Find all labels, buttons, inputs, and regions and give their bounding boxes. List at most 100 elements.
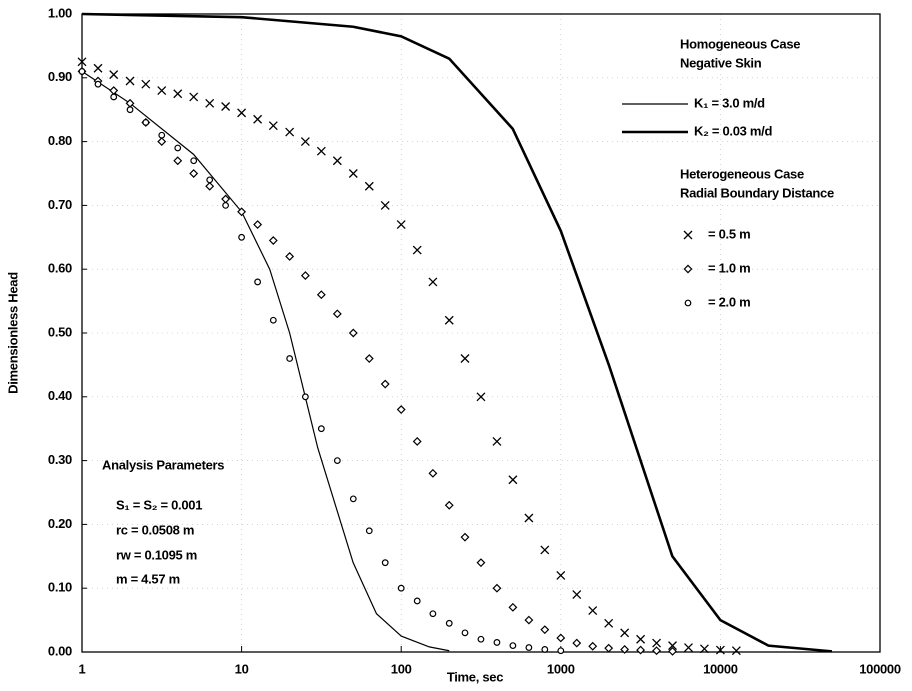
marker-circle	[349, 495, 357, 503]
marker-diamond	[668, 646, 677, 656]
marker-circle	[381, 559, 389, 567]
marker-cross	[572, 590, 582, 600]
marker-diamond	[316, 290, 326, 300]
y-axis-label: Dimensionless Head	[5, 272, 20, 394]
marker-diamond	[556, 633, 566, 643]
marker-circle	[94, 80, 102, 88]
marker-diamond	[444, 500, 454, 510]
marker-diamond	[636, 645, 646, 655]
marker-circle	[206, 176, 214, 184]
marker-cross	[476, 392, 486, 402]
marker-cross	[492, 437, 502, 446]
marker-cross	[253, 114, 263, 124]
y-tick-label: 0.60	[48, 261, 72, 276]
marker-circle	[445, 619, 453, 627]
y-tick-label: 0.40	[48, 388, 72, 403]
marker-cross	[364, 181, 374, 191]
series-line	[81, 70, 450, 652]
marker-cross	[412, 245, 422, 255]
marker-circle	[254, 278, 262, 286]
marker-cross	[205, 98, 215, 108]
marker-cross	[540, 545, 550, 555]
marker-diamond	[109, 86, 119, 96]
y-tick-label: 0.20	[48, 516, 72, 531]
legend-swatch	[683, 230, 693, 240]
marker-cross	[316, 146, 326, 156]
marker-cross	[157, 86, 167, 96]
marker-circle	[509, 642, 517, 650]
legend-label: = 0.5 m	[708, 226, 750, 241]
x-tick-label: 1	[79, 661, 86, 676]
marker-diamond	[508, 602, 518, 612]
marker-circle	[365, 527, 373, 535]
marker-circle	[238, 233, 246, 241]
annotation: rw = 0.1095 m	[116, 547, 197, 562]
legend-title: Radial Boundary Distance	[680, 185, 834, 200]
marker-diamond	[524, 615, 534, 625]
marker-cross	[77, 57, 87, 67]
marker-circle	[477, 635, 485, 643]
marker-circle	[557, 647, 565, 655]
marker-diamond	[604, 643, 614, 653]
y-tick-label: 0.30	[48, 452, 72, 467]
marker-cross	[636, 634, 646, 644]
marker-circle	[317, 425, 325, 433]
plot-frame	[81, 13, 881, 653]
y-tick-label: 0.10	[48, 580, 72, 595]
marker-cross	[141, 79, 151, 89]
series-line	[81, 12, 833, 653]
marker-diamond	[492, 583, 502, 593]
marker-cross	[588, 606, 598, 615]
y-tick-label: 0.90	[48, 69, 72, 84]
marker-circle	[190, 157, 198, 165]
x-tick-label: 100	[391, 661, 412, 676]
marker-circle	[333, 457, 341, 465]
marker-circle	[142, 119, 150, 126]
legend-swatch	[684, 299, 692, 307]
y-tick-label: 0.80	[48, 133, 72, 148]
y-tick-label: 0.70	[48, 197, 72, 212]
marker-cross	[332, 156, 342, 166]
marker-cross	[285, 127, 295, 137]
marker-circle	[158, 131, 166, 139]
marker-cross	[684, 643, 693, 652]
marker-circle	[269, 316, 277, 324]
marker-diamond	[588, 641, 598, 651]
legend-swatch	[683, 264, 693, 274]
annotation: m = 4.57 m	[116, 571, 180, 586]
marker-cross	[189, 92, 199, 102]
marker-cross	[556, 570, 566, 580]
marker-circle	[174, 144, 182, 152]
marker-cross	[699, 644, 709, 654]
marker-circle	[222, 201, 230, 209]
marker-circle	[413, 597, 421, 605]
marker-cross	[396, 220, 406, 229]
marker-circle	[110, 93, 118, 101]
marker-circle	[397, 584, 405, 592]
marker-diamond	[476, 558, 486, 568]
marker-diamond	[173, 156, 183, 166]
y-tick-label: 0.50	[48, 324, 72, 339]
marker-diamond	[189, 169, 199, 178]
marker-circle	[429, 610, 437, 618]
marker-cross	[668, 641, 677, 651]
marker-cross	[620, 628, 630, 638]
marker-circle	[493, 639, 501, 646]
legend-label: K₂ = 0.03 m/d	[694, 123, 772, 138]
x-tick-label: 10	[235, 661, 249, 676]
marker-cross	[508, 475, 518, 485]
marker-diamond	[620, 644, 630, 654]
legend-title: Heterogeneous Case	[680, 166, 804, 181]
marker-diamond	[460, 532, 470, 542]
marker-circle	[301, 393, 309, 401]
marker-diamond	[253, 220, 263, 229]
marker-diamond	[572, 638, 582, 648]
marker-cross	[125, 76, 135, 86]
marker-cross	[237, 108, 247, 118]
marker-diamond	[380, 379, 390, 389]
marker-diamond	[285, 251, 295, 261]
marker-circle	[286, 355, 294, 362]
legend-label: = 1.0 m	[708, 260, 750, 275]
marker-circle	[541, 646, 549, 653]
